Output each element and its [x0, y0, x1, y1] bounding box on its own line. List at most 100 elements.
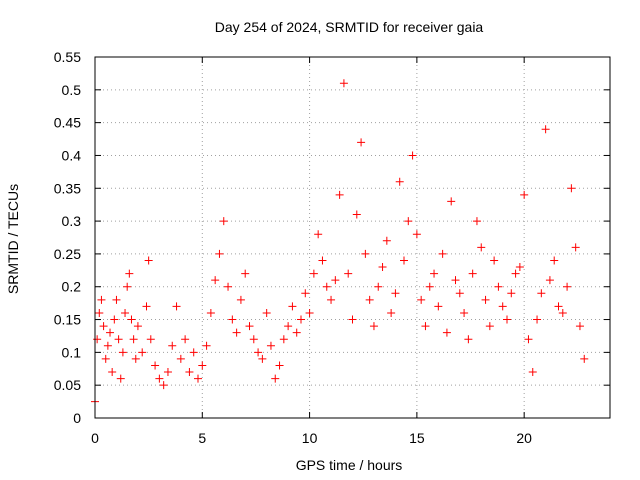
data-point [172, 302, 181, 311]
data-point [395, 177, 404, 186]
data-point [515, 263, 524, 272]
data-point [163, 368, 172, 377]
data-point [121, 308, 130, 317]
data-point [455, 289, 464, 298]
data-point [374, 282, 383, 291]
data-point [339, 79, 348, 88]
x-tick-label: 20 [516, 430, 532, 446]
data-point [144, 256, 153, 265]
data-point [417, 295, 426, 304]
data-points [91, 79, 589, 406]
data-point [305, 308, 314, 317]
x-tick-label: 15 [409, 430, 425, 446]
data-point [106, 328, 115, 337]
data-point [288, 302, 297, 311]
data-point [168, 341, 177, 350]
data-point [254, 348, 263, 357]
data-point [271, 374, 280, 383]
data-point [258, 354, 267, 363]
x-axis-label: GPS time / hours [296, 457, 403, 473]
data-point [151, 361, 160, 370]
data-point [133, 322, 142, 331]
data-point [498, 302, 507, 311]
data-point [580, 354, 589, 363]
data-point [245, 322, 254, 331]
y-tick-label: 0.05 [54, 377, 81, 393]
data-point [118, 348, 127, 357]
y-tick-label: 0.45 [54, 115, 81, 131]
data-point [279, 335, 288, 344]
data-point [571, 243, 580, 252]
data-point [460, 308, 469, 317]
data-point [344, 269, 353, 278]
data-point [472, 217, 481, 226]
data-point [155, 374, 164, 383]
data-point [524, 335, 533, 344]
y-axis-label: SRMTID / TECUs [5, 184, 21, 294]
data-point [318, 256, 327, 265]
data-point [434, 302, 443, 311]
data-point [108, 368, 117, 377]
data-point [198, 361, 207, 370]
y-tick-label: 0.5 [62, 82, 82, 98]
data-point [129, 335, 138, 344]
y-tick-label: 0.1 [62, 344, 82, 360]
data-point [412, 230, 421, 239]
data-point [464, 335, 473, 344]
data-point [391, 289, 400, 298]
data-point [545, 276, 554, 285]
data-point [451, 276, 460, 285]
y-tick-label: 0 [73, 410, 81, 426]
data-point [528, 368, 537, 377]
data-point [477, 243, 486, 252]
data-point [361, 249, 370, 258]
data-point [116, 374, 125, 383]
data-point [563, 282, 572, 291]
data-point [541, 125, 550, 134]
data-point [224, 282, 233, 291]
data-point [176, 354, 185, 363]
x-tick-label: 10 [302, 430, 318, 446]
data-point [211, 276, 220, 285]
data-point [228, 315, 237, 324]
data-point [468, 269, 477, 278]
data-point [404, 217, 413, 226]
data-point [194, 374, 202, 383]
data-point [575, 322, 584, 331]
data-point [97, 295, 106, 304]
data-point [142, 302, 151, 311]
data-point [490, 256, 499, 265]
data-point [378, 263, 387, 272]
data-point [554, 302, 563, 311]
data-point [421, 322, 430, 331]
data-point [550, 256, 559, 265]
data-point [511, 269, 520, 278]
data-point [284, 322, 293, 331]
data-point [387, 308, 396, 317]
chart-title: Day 254 of 2024, SRMTID for receiver gai… [215, 19, 484, 35]
axis-ticks: 0 0.05 0.1 0.15 0.2 0.25 0.3 0.35 0.4 0.45 0.5 0.55… [54, 49, 610, 446]
data-point [408, 151, 417, 160]
data-point [382, 236, 391, 245]
data-point [114, 335, 123, 344]
data-point [558, 308, 567, 317]
data-point [369, 322, 378, 331]
data-point [301, 289, 310, 298]
data-point [181, 335, 190, 344]
y-tick-label: 0.15 [54, 312, 81, 328]
y-tick-label: 0.25 [54, 246, 81, 262]
data-point [202, 341, 211, 350]
data-point [93, 335, 102, 344]
data-point [442, 328, 451, 337]
data-point [533, 315, 542, 324]
data-point [309, 269, 318, 278]
data-point [520, 190, 529, 199]
data-point [292, 328, 301, 337]
data-point [262, 308, 271, 317]
data-point [189, 348, 198, 357]
data-point [127, 315, 136, 324]
data-point [400, 256, 408, 265]
data-point [430, 269, 439, 278]
data-point [275, 361, 284, 370]
